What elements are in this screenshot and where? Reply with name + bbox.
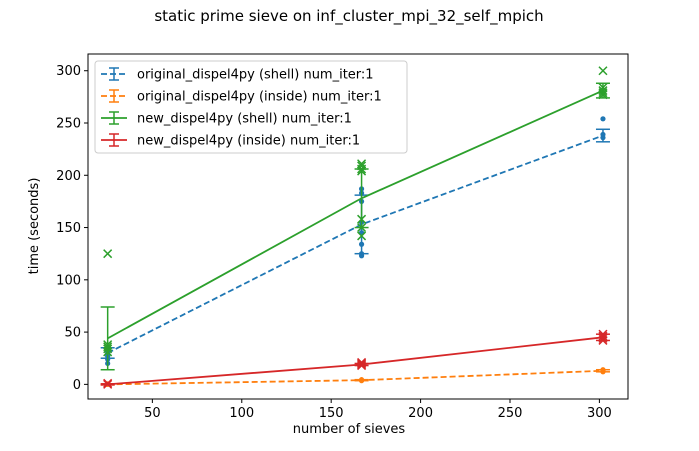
y-tick-label: 100 — [56, 273, 81, 288]
plot-area — [100, 66, 610, 389]
legend-label: original_dispel4py (inside) num_iter:1 — [137, 90, 382, 105]
y-tick-label: 150 — [56, 221, 81, 236]
x-tick-label: 50 — [144, 406, 161, 421]
y-tick-label: 50 — [64, 326, 81, 341]
data-point — [598, 66, 608, 76]
y-tick-label: 200 — [56, 169, 81, 184]
y-axis-label: time (seconds) — [27, 178, 42, 275]
x-axis-label: number of sieves — [293, 422, 406, 437]
chart-title: static prime sieve on inf_cluster_mpi_32… — [154, 7, 543, 26]
series-1 — [100, 116, 610, 367]
x-tick-label: 150 — [319, 406, 344, 421]
x-tick-label: 250 — [498, 406, 523, 421]
y-tick-label: 250 — [56, 117, 81, 132]
legend-item: original_dispel4py (shell) num_iter:1 — [101, 67, 374, 83]
x-tick-label: 100 — [229, 406, 254, 421]
legend-item: new_dispel4py (shell) num_iter:1 — [101, 111, 352, 127]
y-tick-label: 0 — [73, 378, 81, 393]
plot-frame — [87, 53, 629, 400]
legend-label: original_dispel4py (shell) num_iter:1 — [137, 68, 374, 83]
legend-frame — [94, 60, 408, 154]
series-3 — [100, 66, 610, 371]
x-tick-label: 300 — [587, 406, 612, 421]
data-point — [600, 116, 606, 122]
legend-item: original_dispel4py (inside) num_iter:1 — [101, 89, 382, 105]
series-line — [107, 336, 604, 386]
series-2 — [100, 367, 610, 387]
legend: original_dispel4py (shell) num_iter:1ori… — [94, 60, 408, 154]
legend-label: new_dispel4py (shell) num_iter:1 — [137, 112, 352, 127]
data-point — [103, 249, 113, 259]
legend-label: new_dispel4py (inside) num_iter:1 — [137, 134, 360, 149]
series-4 — [100, 329, 610, 389]
y-tick-label: 300 — [56, 64, 81, 79]
series-line — [107, 369, 604, 386]
series-line — [107, 134, 604, 354]
y-axis: 0 50 100 150 200 250 300 — [56, 64, 88, 393]
x-tick-label: 200 — [408, 406, 433, 421]
x-axis: 50 100 150 200 250 300 — [144, 399, 612, 421]
data-point — [357, 231, 367, 241]
legend-item: new_dispel4py (inside) num_iter:1 — [101, 133, 360, 149]
